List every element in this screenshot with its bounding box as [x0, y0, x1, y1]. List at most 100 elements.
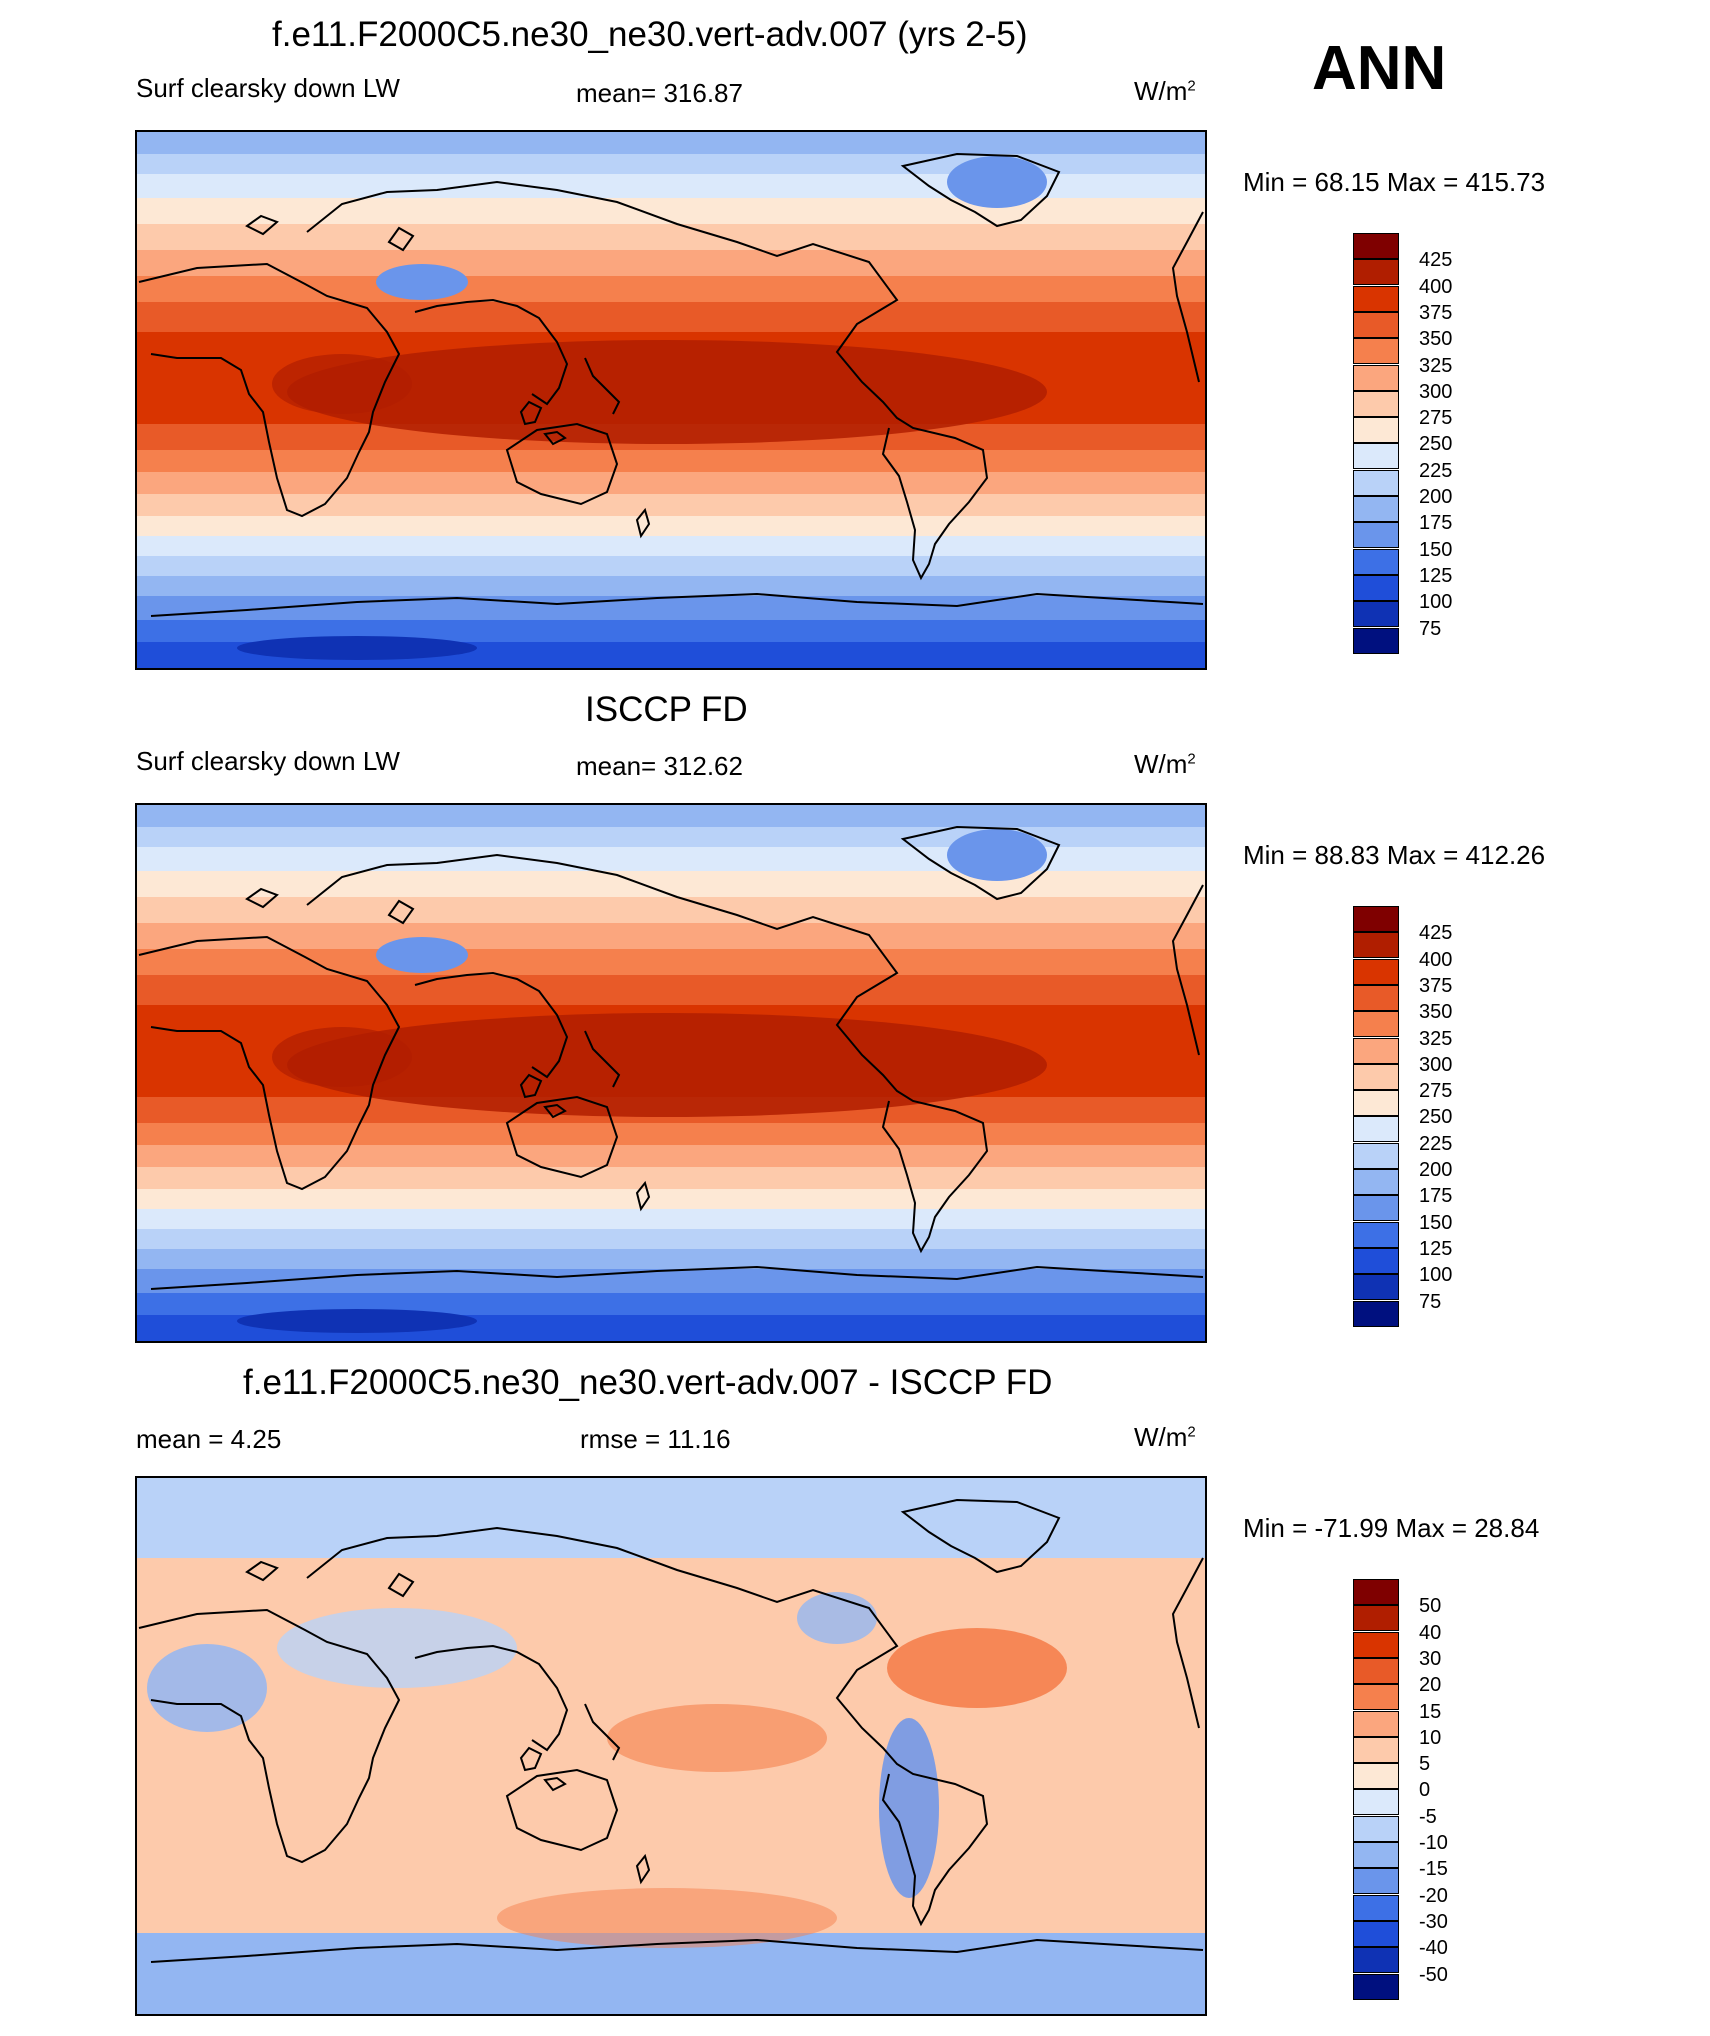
- warm-pool-region: [287, 340, 1047, 444]
- colorbar-swatch: [1353, 1789, 1399, 1816]
- antarctic-cold-region: [237, 1309, 477, 1333]
- colorbar-swatch: [1353, 984, 1399, 1011]
- colorbar-tick-label: 400: [1419, 275, 1453, 298]
- colorbar-tick-label: 75: [1419, 617, 1442, 640]
- colorbar-tick-label: 300: [1419, 380, 1453, 403]
- panel3-minmax: Min = -71.99 Max = 28.84: [1243, 1513, 1540, 1543]
- zonal-band: [137, 1123, 1205, 1145]
- coastline: [505, 1768, 619, 1852]
- colorbar-swatch: [1353, 443, 1399, 470]
- colorbar-tick-label: 250: [1419, 1106, 1453, 1129]
- colorbar-tick-label: 5: [1419, 1753, 1431, 1776]
- zonal-band: [137, 1293, 1205, 1315]
- tibet-cold-region: [376, 264, 468, 300]
- coastline: [414, 298, 569, 406]
- panel3-map: [135, 1476, 1207, 2016]
- colorbar-swatch: [1353, 1894, 1399, 1921]
- colorbar-swatch: [1353, 259, 1399, 286]
- panel1-map: [135, 130, 1207, 670]
- colorbar-swatch: [1353, 1763, 1399, 1790]
- coastline: [306, 1526, 989, 1927]
- colorbar-swatch: [1353, 627, 1399, 654]
- colorbar-swatch: [1353, 1815, 1399, 1842]
- andes-negative: [879, 1718, 939, 1898]
- colorbar-swatch: [1353, 311, 1399, 338]
- panel1-units: W/m2: [1134, 76, 1196, 106]
- colorbar-swatch: [1353, 1736, 1399, 1763]
- coastline: [138, 1608, 401, 1864]
- colorbar-tick-label: 350: [1419, 1001, 1453, 1024]
- colorbar-swatch: [1353, 958, 1399, 985]
- colorbar-swatch: [1353, 469, 1399, 496]
- colorbar-swatch: [1353, 338, 1399, 365]
- island-outline: [635, 507, 651, 539]
- zonal-band: [137, 450, 1205, 472]
- greenland-cold-region: [947, 829, 1047, 881]
- colorbar-tick-label: -30: [1419, 1910, 1448, 1933]
- colorbar-swatch: [1353, 1063, 1399, 1090]
- island-outline: [387, 226, 415, 252]
- island-outline: [635, 1180, 651, 1212]
- pacific-positive: [607, 1704, 827, 1772]
- panel2-mean-label: mean= 312.62: [576, 751, 743, 781]
- arctic-band: [137, 1478, 1205, 1558]
- zonal-band: [137, 596, 1205, 620]
- tibet-cold-region: [376, 937, 468, 973]
- island-outline: [245, 214, 279, 236]
- colorbar-swatch: [1353, 1710, 1399, 1737]
- colorbar-swatch: [1353, 1868, 1399, 1895]
- season-label: ANN: [1312, 34, 1447, 103]
- island-outline: [584, 357, 621, 415]
- africa-warm-region: [272, 354, 412, 414]
- zonal-band: [137, 494, 1205, 516]
- coastline: [150, 1938, 1204, 1963]
- colorbar-tick-label: 75: [1419, 1290, 1442, 1313]
- colorbar-tick-label: 250: [1419, 433, 1453, 456]
- panel2-variable-label: Surf clearsky down LW: [136, 746, 400, 776]
- panel1-title: f.e11.F2000C5.ne30_ne30.vert-adv.007 (yr…: [272, 15, 1028, 54]
- coastline: [414, 1644, 569, 1752]
- panel2-units: W/m2: [1134, 749, 1196, 779]
- colorbar-swatch: [1353, 1579, 1399, 1605]
- colorbar-swatch: [1353, 932, 1399, 959]
- colorbar-swatch: [1353, 1947, 1399, 1974]
- island-outline: [245, 1560, 279, 1582]
- colorbar-swatch: [1353, 1247, 1399, 1274]
- greenland-cold-region: [947, 156, 1047, 208]
- zonal-band: [137, 198, 1205, 224]
- colorbar-swatch: [1353, 1657, 1399, 1684]
- coastline: [138, 935, 401, 1191]
- colorbar-tick-label: 225: [1419, 1132, 1453, 1155]
- colorbar-tick-label: 325: [1419, 354, 1453, 377]
- colorbar-tick-label: 200: [1419, 486, 1453, 508]
- antarctic-cold-region: [237, 636, 477, 660]
- colorbar-tick-label: 375: [1419, 301, 1453, 324]
- panel1-mean-label: mean= 316.87: [576, 78, 743, 108]
- colorbar-swatch: [1353, 1169, 1399, 1195]
- zonal-band: [137, 897, 1205, 923]
- colorbar-tick-label: 200: [1419, 1159, 1453, 1181]
- colorbar-swatch: [1353, 1116, 1399, 1143]
- colorbar-swatch: [1353, 1274, 1399, 1301]
- island-outline: [543, 1776, 567, 1792]
- colorbar-swatch: [1353, 390, 1399, 417]
- colorbar-swatch: [1353, 1037, 1399, 1064]
- zonal-band: [137, 1269, 1205, 1293]
- colorbar-tick-label: 375: [1419, 974, 1453, 997]
- zonal-band: [137, 154, 1205, 174]
- panel2-map: [135, 803, 1207, 1343]
- island-outline: [519, 1746, 543, 1772]
- zonal-band: [137, 1209, 1205, 1229]
- colorbar-swatch: [1353, 1195, 1399, 1222]
- coastline: [1171, 211, 1204, 383]
- panel1-minmax: Min = 68.15 Max = 415.73: [1243, 167, 1546, 197]
- panel2-minmax: Min = 88.83 Max = 412.26: [1243, 840, 1546, 870]
- coastline: [900, 825, 1061, 901]
- coastline: [900, 1498, 1061, 1574]
- colorbar-tick-label: 275: [1419, 1080, 1453, 1103]
- warm-pool-region: [287, 1013, 1047, 1117]
- zonal-band: [137, 827, 1205, 847]
- colorbar-tick-label: 425: [1419, 249, 1453, 272]
- island-outline: [519, 1073, 543, 1099]
- zonal-band: [137, 250, 1205, 276]
